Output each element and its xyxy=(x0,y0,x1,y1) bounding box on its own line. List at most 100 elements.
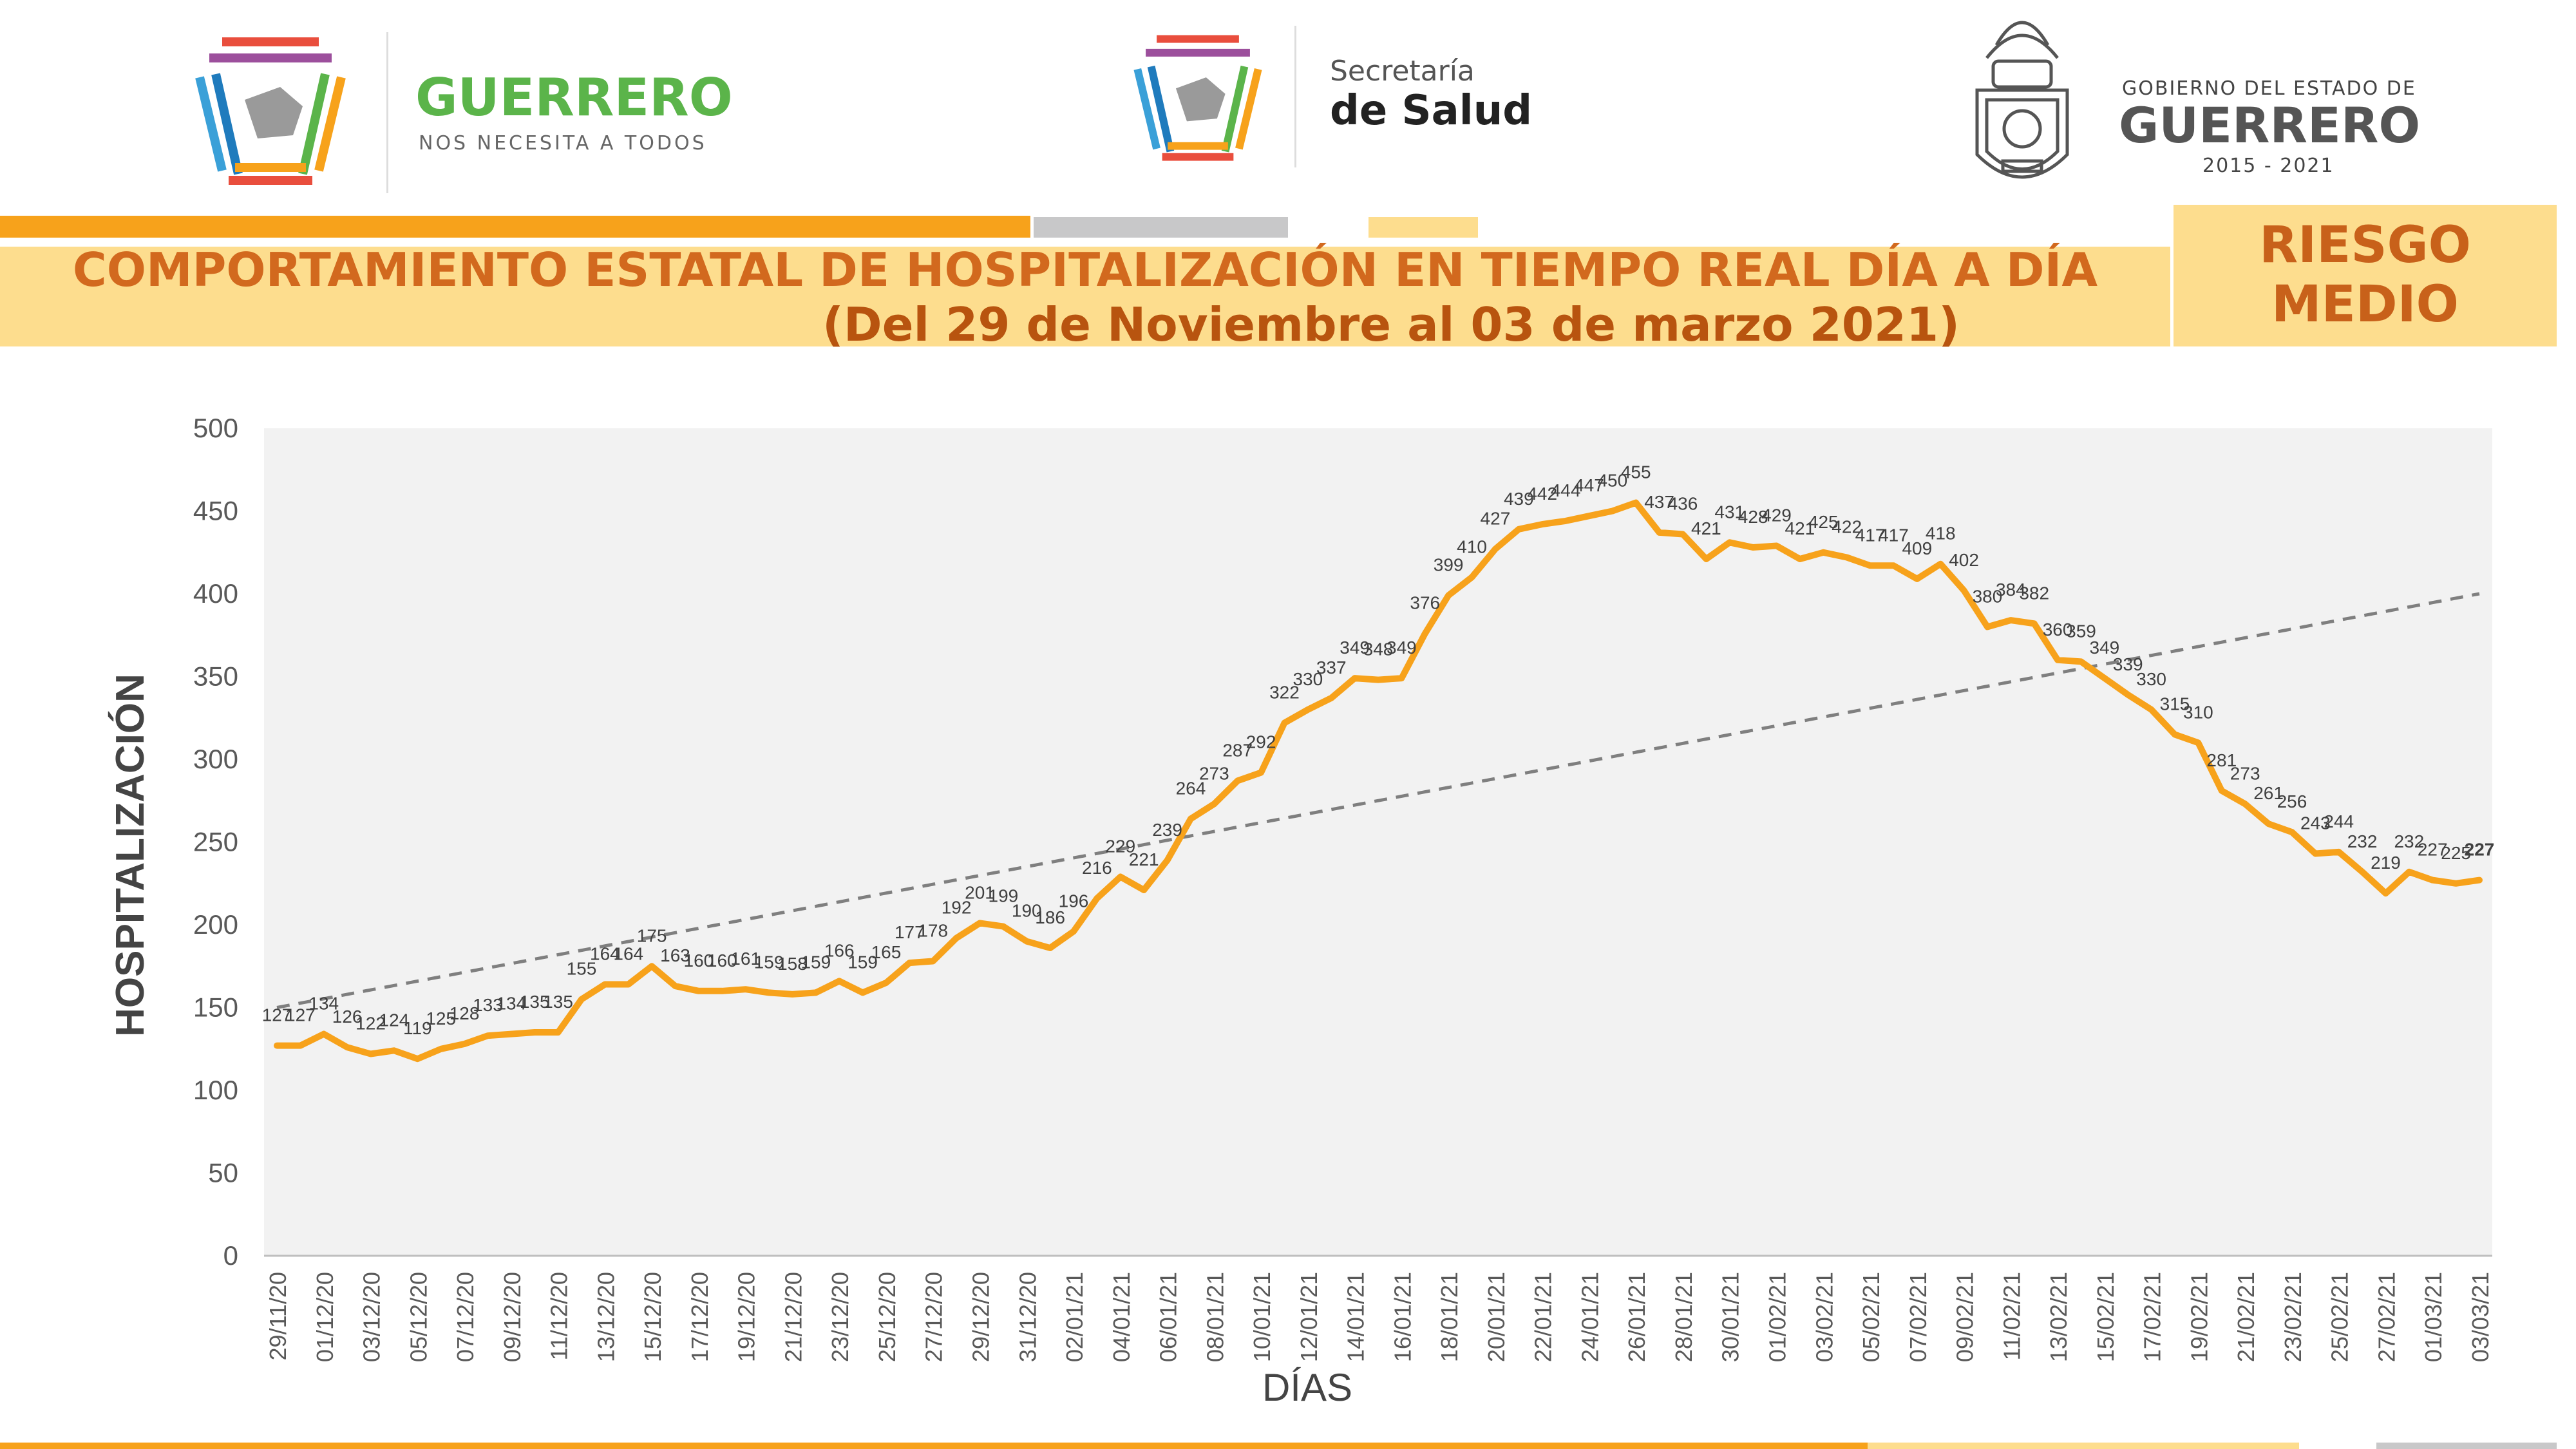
data-label: 160 xyxy=(707,951,737,971)
guerrero-emblem-icon xyxy=(195,37,346,185)
data-label: 161 xyxy=(730,949,761,969)
risk-line1: RIESGO xyxy=(2259,216,2471,274)
data-label: 330 xyxy=(2136,669,2166,689)
x-tick-label: 13/02/21 xyxy=(2045,1272,2072,1362)
x-tick-label: 07/02/21 xyxy=(1905,1272,1931,1362)
x-tick-label: 31/12/20 xyxy=(1014,1272,1041,1362)
data-label: 264 xyxy=(1176,779,1206,799)
data-label: 421 xyxy=(1691,518,1721,538)
x-tick-label: 28/01/21 xyxy=(1671,1272,1697,1362)
data-label: 349 xyxy=(1387,638,1417,658)
data-label: 164 xyxy=(590,944,620,964)
logo-divider xyxy=(1294,26,1296,167)
y-tick-label: 450 xyxy=(193,496,238,526)
data-label: 243 xyxy=(2300,813,2331,833)
data-label: 127 xyxy=(262,1005,292,1025)
top-bar-yellow xyxy=(1368,217,1478,238)
x-tick-label: 03/02/21 xyxy=(1811,1272,1837,1362)
risk-line2: MEDIO xyxy=(2271,276,2459,334)
data-label: 322 xyxy=(1269,682,1300,702)
x-tick-label: 23/02/21 xyxy=(2280,1272,2306,1362)
data-label: 124 xyxy=(379,1010,410,1030)
x-tick-label: 04/01/21 xyxy=(1108,1272,1135,1362)
y-tick-label: 150 xyxy=(193,992,238,1023)
data-label: 273 xyxy=(1199,763,1229,783)
salud-label: de Salud xyxy=(1330,87,1533,135)
data-label: 447 xyxy=(1574,475,1604,495)
data-label: 134 xyxy=(496,994,526,1014)
bottom-bar-grey xyxy=(2376,1443,2557,1449)
trend-line xyxy=(276,592,2480,1009)
chart-title: COMPORTAMIENTO ESTATAL DE HOSPITALIZACIÓ… xyxy=(72,243,2098,297)
bottom-bar-yellow xyxy=(1868,1443,2299,1449)
data-label: 239 xyxy=(1152,820,1182,840)
data-label: 122 xyxy=(355,1013,386,1033)
y-tick-label: 0 xyxy=(223,1240,238,1271)
y-tick-label: 50 xyxy=(208,1158,238,1188)
data-label: 165 xyxy=(871,942,902,962)
x-tick-label: 12/01/21 xyxy=(1296,1272,1322,1362)
secretaria-label: Secretaría xyxy=(1330,55,1475,88)
x-tick-label: 29/12/20 xyxy=(967,1272,994,1362)
data-label: 201 xyxy=(965,882,995,902)
data-label: 133 xyxy=(473,995,503,1015)
data-label: 422 xyxy=(1832,516,1862,536)
x-tick-label: 08/01/21 xyxy=(1202,1272,1228,1362)
data-label: 166 xyxy=(824,940,855,960)
x-tick-label: 30/01/21 xyxy=(1718,1272,1744,1362)
data-label: 199 xyxy=(989,886,1019,906)
data-label: 410 xyxy=(1457,536,1487,556)
data-label: 175 xyxy=(637,925,667,945)
x-tick-label: 22/01/21 xyxy=(1530,1272,1557,1362)
data-label: 380 xyxy=(1973,586,2003,606)
data-label: 158 xyxy=(777,954,808,974)
gobierno-line2: GUERRERO xyxy=(2119,97,2421,154)
data-label: 155 xyxy=(567,959,597,979)
x-tick-label: 01/02/21 xyxy=(1765,1272,1791,1362)
data-label: 160 xyxy=(684,951,714,971)
data-label: 330 xyxy=(1293,669,1323,689)
y-tick-label: 300 xyxy=(193,744,238,774)
x-tick-label: 11/02/21 xyxy=(1998,1272,2025,1360)
y-tick-label: 250 xyxy=(193,827,238,857)
data-label: 227 xyxy=(2418,840,2448,860)
data-label: 219 xyxy=(2371,853,2401,873)
data-label: 135 xyxy=(520,992,550,1012)
data-label: 163 xyxy=(660,945,690,965)
data-label: 450 xyxy=(1597,471,1627,491)
data-label: 119 xyxy=(403,1018,432,1038)
data-label: 159 xyxy=(754,952,784,972)
data-label: 125 xyxy=(426,1009,456,1028)
data-label: 427 xyxy=(1481,509,1511,529)
data-label: 455 xyxy=(1621,462,1651,482)
data-label: 227 xyxy=(2465,840,2495,860)
guerrero-logo: GUERRERO NOS NECESITA A TODOS xyxy=(184,23,737,196)
x-tick-label: 01/12/20 xyxy=(312,1272,338,1362)
data-label: 428 xyxy=(1738,507,1768,527)
bottom-bar-orange xyxy=(0,1443,1868,1449)
data-label: 196 xyxy=(1059,891,1089,911)
y-tick-label: 100 xyxy=(193,1075,238,1105)
data-label: 292 xyxy=(1246,732,1276,752)
data-label: 439 xyxy=(1504,489,1534,509)
data-label: 281 xyxy=(2206,750,2237,770)
x-tick-label: 17/02/21 xyxy=(2139,1272,2166,1362)
data-label: 442 xyxy=(1527,484,1557,504)
data-label: 190 xyxy=(1012,901,1042,921)
data-label: 221 xyxy=(1129,849,1159,869)
gobierno-years: 2015 - 2021 xyxy=(2202,155,2334,177)
data-label: 186 xyxy=(1035,907,1065,927)
x-tick-label: 19/02/21 xyxy=(2186,1272,2212,1362)
data-label: 349 xyxy=(2090,638,2120,658)
data-label: 287 xyxy=(1222,740,1253,760)
data-label: 135 xyxy=(543,992,573,1012)
x-tick-label: 29/11/20 xyxy=(265,1272,291,1360)
data-label: 216 xyxy=(1082,858,1112,878)
y-tick-label: 500 xyxy=(193,413,238,443)
guerrero-logo-name: GUERRERO xyxy=(415,68,733,128)
x-tick-label: 18/01/21 xyxy=(1436,1272,1463,1362)
data-label: 315 xyxy=(2160,694,2190,714)
data-label: 417 xyxy=(1855,525,1886,545)
y-tick-label: 350 xyxy=(193,661,238,692)
